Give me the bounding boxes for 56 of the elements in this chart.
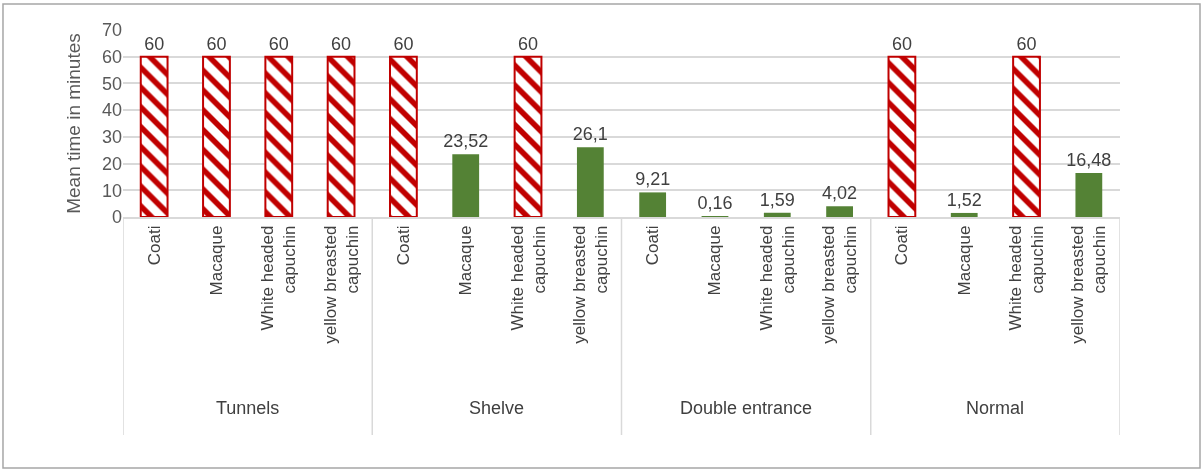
- y-tick-label: 60: [101, 47, 122, 68]
- y-axis-title: Mean time in minutes: [62, 33, 84, 214]
- data-label: 0,16: [697, 193, 733, 213]
- data-label: 4,02: [822, 183, 858, 204]
- data-label: 23,52: [443, 131, 489, 152]
- bar: [826, 206, 853, 217]
- bar: [139, 55, 169, 217]
- bar: [264, 55, 294, 217]
- y-tick-label: 0: [111, 207, 122, 228]
- data-label: 60: [268, 33, 289, 54]
- bar: [513, 55, 543, 217]
- x-tick-label: White headed capuchin: [507, 225, 549, 331]
- data-label: 1,59: [759, 189, 795, 210]
- text: Double entrance: [680, 398, 813, 418]
- bar: [1075, 172, 1103, 217]
- x-tick-label: White headed capuchin: [258, 225, 300, 331]
- x-tick-label: Macaque: [705, 225, 725, 296]
- y-tick-label: 20: [101, 153, 122, 174]
- y-tick-label: 30: [101, 127, 122, 148]
- data-label: 60: [1016, 33, 1037, 54]
- y-tick-label: 40: [101, 100, 122, 121]
- bar: [202, 55, 231, 217]
- bar: [887, 55, 917, 217]
- bar: [452, 154, 480, 217]
- x-tick-label: Macaque: [954, 225, 974, 296]
- x-tick-label: Macaque: [456, 225, 476, 296]
- data-label: 60: [144, 33, 165, 54]
- text: Tunnels: [216, 398, 280, 418]
- data-label: 60: [891, 33, 912, 54]
- x-tick-label: White headed capuchin: [756, 225, 798, 331]
- x-tick-label: Coati: [144, 225, 164, 266]
- bar: [1012, 55, 1041, 217]
- data-label: 9,21: [635, 169, 671, 190]
- bar: [950, 212, 978, 217]
- bar: [639, 192, 667, 217]
- x-tick-label: White headed capuchin: [1006, 225, 1048, 331]
- data-label: 60: [206, 33, 227, 54]
- bar: [389, 55, 418, 217]
- data-label: 60: [393, 33, 414, 54]
- y-tick-label: 10: [101, 180, 122, 201]
- y-tick-label: 70: [101, 20, 122, 41]
- x-tick-label: Coati: [393, 225, 413, 266]
- text: Normal: [966, 398, 1025, 418]
- y-tick-label: 50: [101, 73, 122, 94]
- text: Shelve: [469, 398, 525, 418]
- data-label: 60: [518, 33, 539, 54]
- data-label: 16,48: [1066, 149, 1112, 170]
- data-label: 26,1: [572, 124, 608, 145]
- data-label: 60: [331, 33, 352, 54]
- bar: [763, 212, 791, 217]
- bar: [576, 147, 604, 217]
- data-label: 1,52: [946, 189, 982, 210]
- x-tick-label: Coati: [643, 225, 663, 266]
- x-tick-label: Coati: [892, 225, 912, 266]
- bar: [326, 55, 356, 217]
- x-tick-label: Macaque: [206, 225, 226, 296]
